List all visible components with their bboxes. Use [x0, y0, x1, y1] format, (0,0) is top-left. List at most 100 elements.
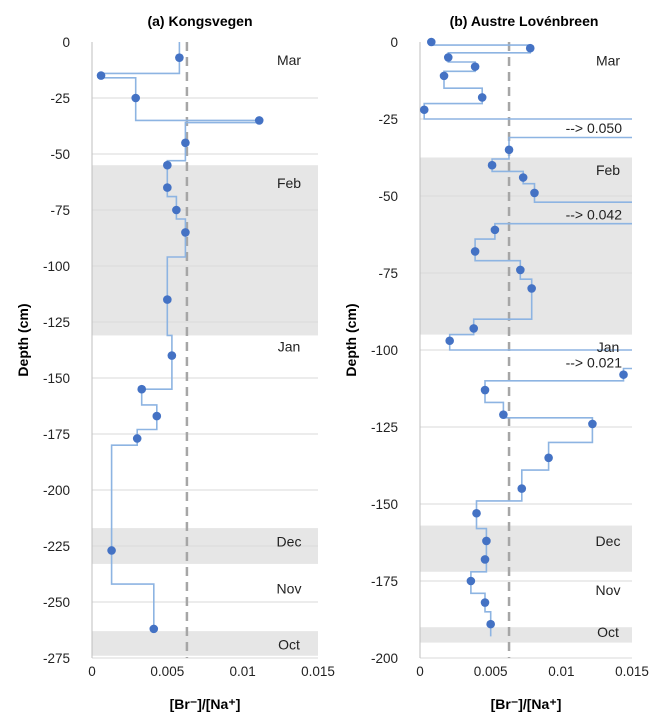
shaded-band-2	[92, 631, 318, 656]
data-point	[132, 434, 142, 443]
y-tick-label: -200	[371, 651, 398, 666]
data-point	[469, 324, 479, 333]
y-tick-label: 0	[62, 35, 70, 50]
season-label-oct: Oct	[278, 637, 300, 653]
data-point	[137, 384, 147, 394]
shaded-band-0	[92, 165, 318, 336]
season-label-jan: Jan	[278, 339, 301, 355]
season-label-jan: Jan	[597, 339, 620, 355]
season-label-mar: Mar	[596, 52, 620, 68]
y-tick-label: -175	[43, 427, 70, 442]
x-tick-label: 0.015	[301, 664, 335, 679]
y-tick-label: -225	[43, 539, 70, 554]
data-point	[163, 183, 172, 192]
x-tick-label: 0.015	[615, 664, 649, 679]
data-point	[517, 484, 527, 493]
data-point	[427, 37, 436, 47]
chart-title: (b) Austre Lovénbreen	[450, 13, 599, 29]
season-label-mar: Mar	[277, 52, 301, 68]
shaded-band-1	[420, 525, 632, 572]
chart-title: (a) Kongsvegen	[147, 13, 252, 29]
data-point	[504, 145, 514, 155]
data-point	[518, 173, 528, 182]
data-point	[490, 225, 500, 235]
data-point	[480, 555, 490, 564]
y-tick-label: -250	[43, 595, 70, 610]
data-point	[167, 351, 177, 360]
data-point	[482, 536, 491, 546]
shaded-band-0	[420, 157, 632, 335]
data-point	[466, 576, 476, 586]
data-point	[181, 138, 190, 148]
data-point	[486, 619, 495, 629]
panel-b-austre-lovenbreen: 0 -25 -50 -75 -100 -125 -150 -175 -200 0 0.005 0.01…	[343, 13, 649, 712]
data-point	[131, 93, 140, 103]
data-point	[477, 93, 487, 102]
data-point	[163, 160, 172, 170]
y-tick-label: -100	[43, 259, 70, 274]
data-point	[443, 53, 453, 62]
data-point	[152, 411, 162, 421]
data-point	[499, 410, 508, 419]
season-label-dec: Dec	[277, 534, 302, 550]
x-tick-label: 0.005	[474, 664, 508, 679]
y-tick-label: -100	[371, 343, 398, 358]
data-point	[516, 265, 525, 275]
y-tick-label: -175	[371, 574, 398, 589]
data-point	[544, 453, 553, 463]
season-label-feb: Feb	[277, 175, 301, 191]
season-label-oct: Oct	[597, 624, 619, 640]
season-label-feb: Feb	[596, 162, 620, 178]
x-tick-label: 0.01	[548, 664, 574, 679]
data-point	[530, 188, 539, 198]
data-point	[175, 53, 184, 62]
data-point	[445, 336, 454, 346]
data-point	[487, 160, 497, 170]
x-tick-label: 0	[416, 664, 424, 679]
y-tick-label: -25	[50, 91, 70, 106]
data-point	[480, 385, 490, 395]
step-profile-line	[100, 42, 260, 629]
season-label-nov: Nov	[596, 582, 621, 598]
data-point	[588, 419, 597, 429]
data-point	[96, 71, 106, 80]
y-axis-label: Depth (cm)	[343, 303, 359, 376]
y-tick-label: 0	[390, 35, 398, 50]
panel-a-kongsvegen: 0 -25 -50 -75 -100 -125 -150 -175 -200 -225 -250 -2…	[15, 13, 335, 712]
data-point	[254, 116, 264, 125]
overflow-label: --> 0.042	[566, 206, 623, 222]
data-point	[527, 284, 536, 293]
data-point	[619, 370, 628, 379]
y-tick-label: -25	[378, 112, 398, 127]
data-point	[419, 105, 429, 115]
data-point	[172, 205, 181, 215]
season-label-nov: Nov	[277, 581, 302, 597]
x-tick-label: 0.01	[230, 664, 256, 679]
overflow-label: --> 0.050	[566, 120, 623, 136]
y-axis-label: Depth (cm)	[15, 303, 31, 376]
shaded-band-2	[420, 627, 632, 643]
x-tick-label: 0.005	[150, 664, 184, 679]
y-tick-label: -200	[43, 483, 70, 498]
x-axis-label: [Br⁻]/[Na⁺]	[491, 696, 562, 712]
data-point	[163, 295, 172, 304]
y-tick-label: -125	[43, 315, 70, 330]
y-tick-label: -75	[378, 266, 398, 281]
data-point	[149, 624, 159, 634]
data-point	[439, 71, 449, 81]
y-tick-label: -75	[50, 203, 70, 218]
data-point	[472, 508, 481, 518]
y-tick-label: -150	[371, 497, 398, 512]
data-point	[470, 247, 480, 256]
y-tick-label: -275	[43, 651, 70, 666]
x-tick-label: 0	[88, 664, 96, 679]
y-tick-label: -150	[43, 371, 70, 386]
data-point	[480, 598, 490, 607]
x-axis-label: [Br⁻]/[Na⁺]	[170, 696, 241, 712]
data-point	[525, 43, 535, 53]
y-tick-label: -50	[378, 189, 398, 204]
data-point	[107, 546, 116, 555]
data-point	[470, 62, 480, 71]
season-label-dec: Dec	[596, 533, 621, 549]
